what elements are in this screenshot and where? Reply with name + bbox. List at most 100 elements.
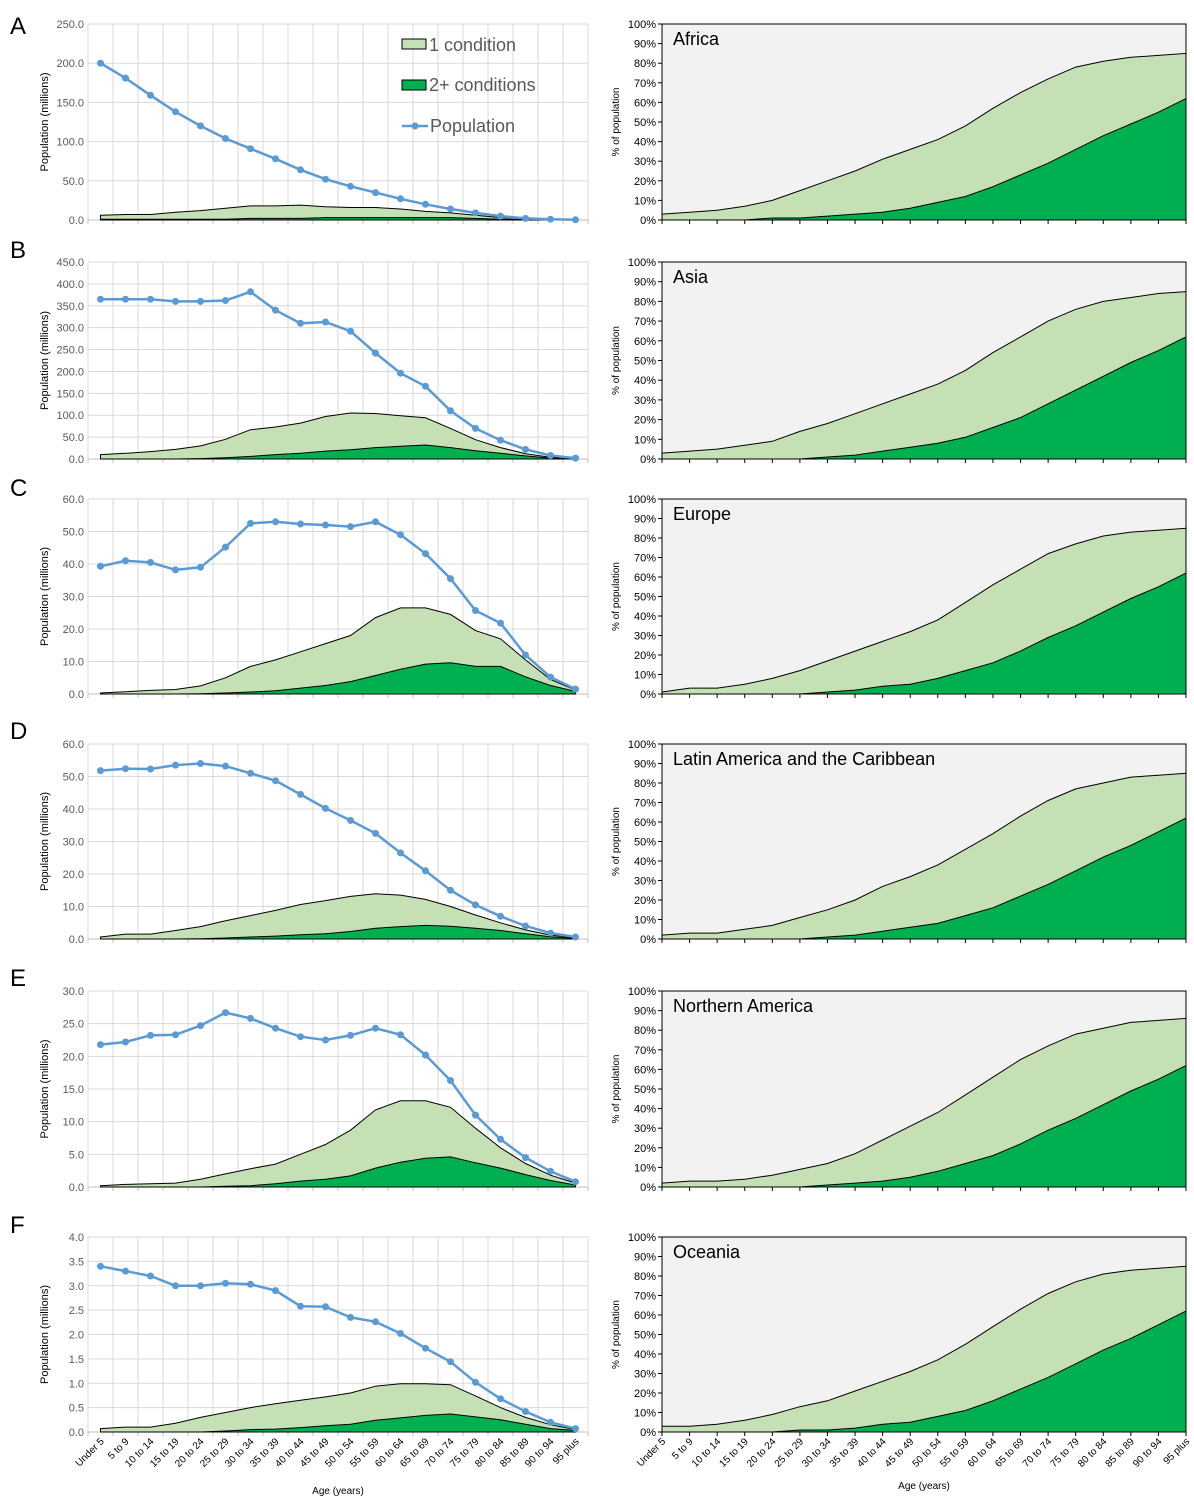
- population-point: [472, 1378, 479, 1386]
- x-tick-label: 65 to 69: [993, 1436, 1027, 1470]
- y-tick-label: 250.0: [56, 345, 84, 357]
- population-point: [247, 519, 254, 527]
- panel-F: 0.0 0.5 1.0 1.5 2.0 2.5 3.0 3.5 4.0 Population (m…: [39, 1232, 1187, 1439]
- population-point: [372, 349, 379, 357]
- x-tick-label: 5 to 9: [670, 1436, 696, 1462]
- population-point: [297, 790, 304, 798]
- population-point: [147, 558, 154, 566]
- population-point: [97, 295, 104, 303]
- y-tick-label: 0%: [640, 215, 656, 227]
- population-point: [422, 200, 429, 208]
- population-point: [472, 1111, 479, 1119]
- population-point: [497, 212, 504, 220]
- y-tick-label: 80%: [634, 1025, 656, 1037]
- panel-letter: F: [10, 1212, 25, 1239]
- y-tick-label: 20%: [634, 1388, 656, 1400]
- population-point: [322, 521, 329, 529]
- population-point: [472, 901, 479, 909]
- y-tick-label: 0.0: [69, 215, 84, 227]
- population-point: [97, 59, 104, 67]
- population-point: [197, 760, 204, 767]
- y-tick-label: 30%: [634, 1123, 656, 1135]
- y-tick-label: 80%: [634, 296, 656, 308]
- y-axis-label: % of population: [611, 1300, 622, 1369]
- population-point: [397, 1031, 404, 1039]
- population-point: [197, 563, 204, 571]
- series-2plus-conditions-area: [100, 924, 576, 940]
- population-point: [522, 1154, 529, 1162]
- population-point: [247, 288, 254, 296]
- pct-2plus-conditions-area: [662, 97, 1187, 221]
- y-tick-label: 90%: [634, 1252, 656, 1264]
- x-tick-label: 40 to 44: [855, 1436, 889, 1470]
- y-tick-label: 400.0: [56, 279, 84, 291]
- y-tick-label: 70%: [634, 553, 656, 565]
- population-point: [197, 122, 204, 130]
- y-tick-label: 2.0: [69, 1330, 84, 1342]
- y-tick-label: 10.0: [63, 902, 84, 914]
- y-tick-label: 40%: [634, 137, 656, 149]
- x-tick-label: 80 to 84: [1076, 1436, 1110, 1470]
- y-tick-label: 3.5: [69, 1256, 84, 1268]
- y-tick-label: 0%: [640, 689, 656, 701]
- population-point: [522, 922, 529, 930]
- population-point: [122, 1267, 129, 1275]
- y-tick-label: 30.0: [63, 837, 84, 849]
- population-point: [297, 1302, 304, 1310]
- y-tick-label: 5.0: [69, 1149, 84, 1161]
- y-tick-label: 90%: [634, 759, 656, 771]
- x-tick-label: Under 5: [635, 1436, 668, 1469]
- y-tick-label: 25.0: [63, 1019, 84, 1031]
- y-tick-label: 70%: [634, 1045, 656, 1057]
- y-tick-label: 0%: [640, 1427, 656, 1439]
- y-tick-label: 60.0: [63, 739, 84, 751]
- population-point: [372, 829, 379, 837]
- population-point: [97, 1041, 104, 1049]
- population-point: [522, 1408, 529, 1415]
- panel-A: 0.0 50.0 100.0 150.0 200.0 250.0 Population (m…: [39, 19, 1187, 227]
- panel-B: 0.0 50.0 100.0 150.0 200.0 250.0 300.0 350.0 400…: [39, 257, 1187, 466]
- population-point: [372, 1318, 379, 1326]
- population-point: [547, 1418, 554, 1426]
- y-tick-label: 20%: [634, 1143, 656, 1155]
- population-point: [422, 550, 429, 558]
- x-tick-label: Under 5: [74, 1436, 107, 1469]
- population-point: [397, 531, 404, 539]
- series-population-line: [99, 62, 576, 222]
- y-tick-label: 40.0: [63, 559, 84, 571]
- y-tick-label: 10%: [634, 670, 656, 682]
- y-tick-label: 100.0: [56, 137, 84, 149]
- population-point: [297, 319, 304, 327]
- y-tick-label: 90%: [634, 277, 656, 289]
- y-tick-label: 50.0: [63, 527, 84, 539]
- population-point: [272, 155, 279, 163]
- population-point: [272, 1287, 279, 1295]
- population-point: [172, 566, 179, 574]
- population-point: [547, 673, 554, 681]
- y-tick-label: 450.0: [56, 257, 84, 269]
- y-tick-label: 20.0: [63, 624, 84, 636]
- y-tick-label: 40%: [634, 856, 656, 868]
- y-tick-label: 20.0: [63, 1051, 84, 1063]
- population-point: [372, 189, 379, 197]
- population-point: [222, 297, 229, 304]
- right-chart: 0% 10% 20% 30% 40% 50% 60% 70% 80% 90% 100% % of po…: [611, 739, 1187, 946]
- population-point: [97, 767, 104, 775]
- population-point: [172, 297, 179, 305]
- population-point: [272, 777, 279, 785]
- panel-E: 0.0 5.0 10.0 15.0 20.0 25.0 30.0 Population (mi…: [39, 986, 1187, 1194]
- y-tick-label: 100%: [628, 986, 656, 998]
- y-axis-label: Population (millions): [39, 1285, 51, 1384]
- y-tick-label: 10%: [634, 1162, 656, 1174]
- x-axis-label: Age (years): [312, 1486, 364, 1497]
- population-point: [297, 520, 304, 528]
- population-point: [122, 1038, 129, 1046]
- region-title: Northern America: [673, 996, 814, 1016]
- y-tick-label: 70%: [634, 316, 656, 328]
- left-chart: 0.0 10.0 20.0 30.0 40.0 50.0 60.0 Population (m…: [39, 739, 589, 946]
- population-point: [347, 182, 354, 190]
- x-tick-label: 25 to 29: [773, 1436, 807, 1470]
- population-point: [172, 761, 179, 769]
- left-chart: 0.0 0.5 1.0 1.5 2.0 2.5 3.0 3.5 4.0 Population (m…: [39, 1232, 589, 1439]
- x-tick-label: 15 to 19: [717, 1436, 751, 1470]
